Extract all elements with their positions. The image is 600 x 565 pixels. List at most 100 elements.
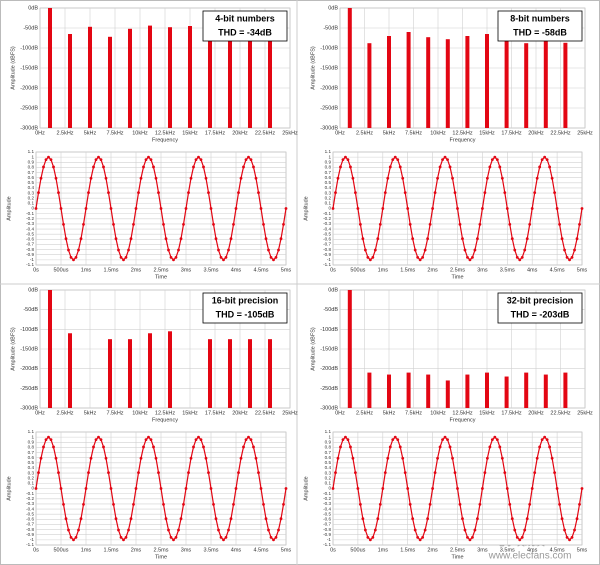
bar [543,36,548,128]
point [525,517,529,521]
point [199,438,203,442]
point [418,258,422,262]
point [388,165,392,169]
x-tick-label: 7.5kHz [405,410,422,416]
point [543,435,547,439]
point [202,445,205,449]
point [483,191,487,195]
x-tick-label: 4.5ms [254,547,269,553]
y-tick-label: -150dB [320,65,338,71]
point [346,158,350,162]
y-tick-label: -0.7 [26,522,34,527]
x-tick-label: 5kHz [383,410,396,416]
point [187,191,190,195]
point [428,222,432,226]
point [162,222,165,226]
point [456,487,459,490]
point [406,487,410,490]
y-tick-label: 0dB [28,5,38,11]
x-tick-label: 17.5kHz [501,410,521,416]
point [229,517,233,521]
point [436,176,439,180]
point [87,191,90,195]
bar [168,27,172,129]
x-axis-label: Time [451,274,463,280]
point [578,222,581,226]
y-axis-label: Amplitude [6,476,12,500]
x-tick-label: 1.5ms [400,547,415,553]
point [334,471,337,475]
annotation-box [497,292,583,324]
point [162,502,165,506]
y-tick-label: -0.1 [26,211,34,216]
x-tick-label: 0Hz [335,130,345,136]
point [267,248,270,252]
y-tick-label: 0.1 [28,481,35,486]
x-tick-label: 4ms [527,547,538,553]
y-tick-label: -250dB [320,386,338,392]
point [264,517,268,521]
point [192,165,195,169]
watermark-url: www.elecfans.com [488,551,572,562]
point [269,255,273,259]
point [530,487,534,490]
annotation: 16-bit precision [212,295,279,305]
bar [387,374,391,408]
point [363,248,367,252]
point [558,222,561,226]
point [426,517,430,521]
point [64,517,68,521]
point [518,258,522,262]
point [157,191,160,195]
bar [426,374,431,408]
bar [445,39,450,129]
point [242,165,245,169]
y-axis-label: Amplitude (dBFS) [310,327,316,371]
point [37,191,40,195]
point [508,502,512,506]
y-tick-label: 0.7 [28,450,35,455]
y-tick-label: 1 [31,154,34,159]
point [481,487,484,490]
point [144,438,148,442]
point [488,445,492,449]
y-tick-label: -0.8 [323,247,331,252]
point [187,471,190,475]
bar [228,339,232,408]
x-tick-label: 17.5kHz [205,410,225,416]
y-tick-label: 0.8 [28,165,35,170]
point [277,528,280,532]
point [119,255,123,259]
x-tick-label: 2.5ms [154,267,169,273]
point [568,258,571,262]
y-tick-label: 0dB [328,5,338,11]
y-tick-label: -250dB [20,386,38,392]
y-tick-label: 0.5 [325,460,332,465]
y-tick-label: 0.4 [325,465,332,470]
y-tick-label: 0.1 [325,481,332,486]
point [244,438,248,442]
point [545,158,549,162]
y-tick-label: -250dB [320,105,338,111]
bar [108,36,112,128]
point [199,158,203,162]
point [363,528,367,532]
y-tick-label: -0.5 [323,231,331,236]
x-tick-label: 2ms [131,267,142,273]
point [189,176,193,180]
point [94,158,98,162]
point [212,502,215,506]
point [94,438,98,442]
point [473,528,477,532]
point [388,445,392,449]
annotation: THD = -34dB [218,27,272,37]
x-tick-label: 5ms [577,547,588,553]
point [508,222,512,226]
point [47,155,50,159]
y-tick-label: 0.9 [325,439,332,444]
annotation-box [202,292,288,324]
x-tick-label: 25kHz [282,130,298,136]
x-tick-label: 0s [33,547,39,553]
point [284,487,288,490]
point [553,471,557,475]
